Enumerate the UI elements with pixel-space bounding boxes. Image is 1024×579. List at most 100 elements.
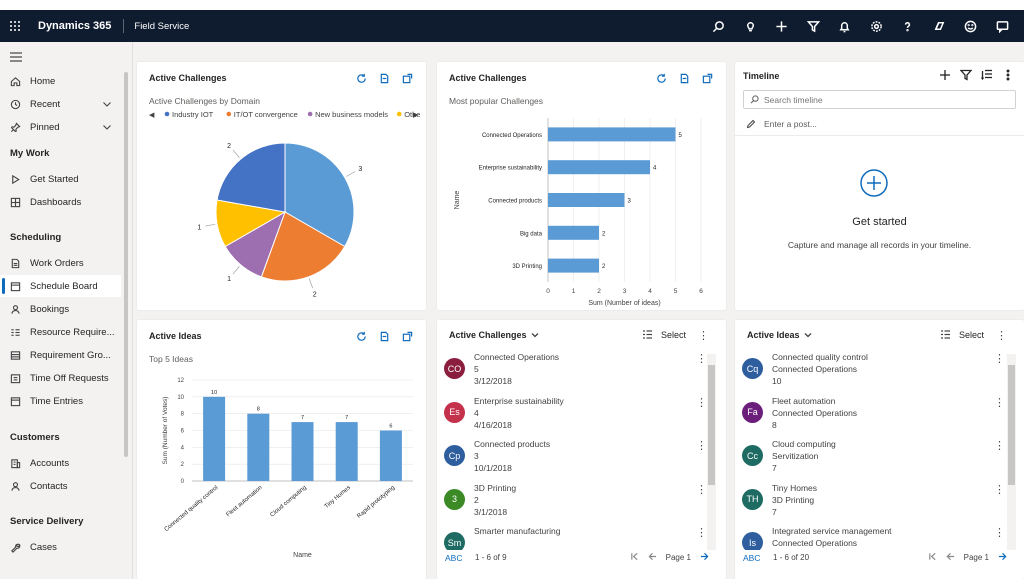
next-page-icon[interactable] [700, 552, 709, 563]
item-name[interactable]: Fleet automation [772, 395, 836, 406]
sidebar-item-contacts[interactable]: Contacts [0, 475, 121, 497]
legend-next-arrow[interactable]: ▶ [413, 112, 419, 119]
help-icon[interactable] [892, 10, 924, 42]
item-name[interactable]: Connected Operations [474, 352, 560, 362]
select-button[interactable]: Select [642, 329, 686, 340]
smiley-icon[interactable] [955, 10, 987, 42]
legend-item[interactable]: New business models [315, 110, 388, 119]
item-name[interactable]: Smarter manufacturing [474, 526, 561, 536]
item-name[interactable]: Enterprise sustainability [474, 395, 564, 406]
list-item[interactable]: Cq Connected quality control Connected Ope… [735, 350, 1005, 394]
list-view-selector[interactable]: Active Ideas [747, 330, 812, 340]
sidebar-item-dashboards[interactable]: Dashboards [0, 191, 121, 213]
bell-icon[interactable] [829, 10, 861, 42]
row-more-icon[interactable]: ⋮ [696, 353, 707, 365]
timeline-search-input[interactable] [764, 94, 984, 105]
list-scrollbar[interactable] [1007, 354, 1016, 550]
list-item[interactable]: Sm Smarter manufacturing ⋮ [437, 524, 707, 550]
bar[interactable] [335, 422, 358, 481]
refresh-icon[interactable] [355, 330, 368, 343]
filter-icon[interactable] [960, 69, 972, 81]
item-name[interactable]: Integrated service management [772, 526, 892, 536]
search-icon[interactable] [703, 10, 735, 42]
hamburger-icon[interactable] [9, 51, 23, 63]
chevron-down-icon[interactable] [102, 99, 112, 109]
sidebar-item-recent[interactable]: Recent [0, 93, 121, 115]
previous-page-icon[interactable] [946, 552, 955, 563]
item-name[interactable]: Tiny Homes [772, 482, 818, 493]
gear-icon[interactable] [861, 10, 893, 42]
more-icon[interactable] [1002, 69, 1014, 81]
bar[interactable] [548, 225, 599, 240]
legend-item[interactable]: Industry IOT [172, 110, 214, 119]
sidebar-item-bookings[interactable]: Bookings [0, 298, 121, 320]
expand-icon[interactable] [401, 330, 414, 343]
pie-slice[interactable] [260, 211, 346, 282]
list-item[interactable]: 3 3D Printing 2 3/1/2018 ⋮ [437, 481, 707, 525]
sidebar-item-time-entries[interactable]: Time Entries [0, 390, 121, 412]
legend-item[interactable]: Othe [404, 110, 420, 119]
first-page-icon[interactable] [630, 552, 639, 563]
next-page-icon[interactable] [998, 552, 1007, 563]
sidebar-item-cases[interactable]: Cases [0, 536, 121, 558]
row-more-icon[interactable]: ⋮ [994, 353, 1005, 365]
row-more-icon[interactable]: ⋮ [696, 483, 707, 496]
row-more-icon[interactable]: ⋮ [994, 440, 1005, 452]
bar[interactable] [247, 413, 270, 481]
bar[interactable] [548, 258, 599, 273]
timeline-search[interactable] [743, 90, 1016, 109]
sidebar-item-resource-requirements[interactable]: Resource Require... [0, 321, 121, 343]
filter-icon[interactable] [798, 10, 830, 42]
plus-icon[interactable] [939, 69, 951, 81]
sidebar-item-accounts[interactable]: Accounts [0, 452, 121, 474]
alphabet-filter[interactable]: ABC [445, 552, 463, 563]
sidebar-scrollbar[interactable] [124, 72, 128, 457]
pie-slice[interactable] [284, 142, 355, 248]
expand-icon[interactable] [701, 72, 714, 85]
view-records-icon[interactable] [378, 72, 391, 85]
bar[interactable] [548, 193, 625, 207]
sidebar-item-requirement-groups[interactable]: Requirement Gro... [0, 344, 121, 366]
sidebar-item-pinned[interactable]: Pinned [0, 116, 121, 138]
sidebar-item-schedule-board[interactable]: Schedule Board [0, 275, 121, 297]
chat-icon[interactable] [987, 10, 1019, 42]
sidebar-item-get-started[interactable]: Get Started [0, 168, 121, 190]
add-circle-icon[interactable] [859, 168, 889, 198]
app-name[interactable]: Dynamics 365 [38, 20, 112, 32]
sort-icon[interactable] [981, 69, 993, 81]
bar[interactable] [548, 127, 676, 142]
bar[interactable] [548, 160, 650, 175]
row-more-icon[interactable]: ⋮ [696, 440, 707, 452]
lightbulb-icon[interactable] [735, 10, 767, 42]
list-item[interactable]: CO Connected Operations 5 3/12/2018 ⋮ [437, 350, 707, 394]
row-more-icon[interactable]: ⋮ [696, 396, 707, 409]
legend-prev-arrow[interactable]: ◀ [149, 112, 155, 119]
item-name[interactable]: 3D Printing [474, 482, 517, 493]
sidebar-item-time-off-requests[interactable]: Time Off Requests [0, 367, 121, 389]
refresh-icon[interactable] [355, 72, 368, 85]
previous-page-icon[interactable] [648, 552, 657, 563]
list-item[interactable]: Es Enterprise sustainability 4 4/16/2018 ⋮ [437, 394, 707, 438]
list-item[interactable]: Cc Cloud computing Servitization 7 ⋮ [735, 437, 1005, 481]
plus-icon[interactable] [766, 10, 798, 42]
copilot-icon[interactable] [924, 10, 956, 42]
list-item[interactable]: Is Integrated service management Connected… [735, 524, 1005, 550]
first-page-icon[interactable] [928, 552, 937, 563]
item-name[interactable]: Cloud computing [772, 439, 836, 449]
list-item[interactable]: TH Tiny Homes 3D Printing 7 ⋮ [735, 481, 1005, 525]
legend-item[interactable]: IT/OT convergence [234, 110, 298, 119]
chevron-down-icon[interactable] [102, 122, 112, 132]
pie-slice[interactable] [216, 142, 286, 213]
refresh-icon[interactable] [655, 72, 668, 85]
list-view-selector[interactable]: Active Challenges [449, 330, 539, 340]
view-records-icon[interactable] [678, 72, 691, 85]
timeline-post-field[interactable]: Enter a post... [746, 119, 817, 129]
sidebar-item-home[interactable]: Home [0, 70, 121, 92]
item-name[interactable]: Connected products [474, 439, 551, 449]
alphabet-filter[interactable]: ABC [743, 552, 761, 563]
bar[interactable] [203, 396, 226, 481]
bar[interactable] [379, 430, 402, 482]
list-scrollbar[interactable] [707, 354, 716, 550]
row-more-icon[interactable]: ⋮ [994, 483, 1005, 496]
row-more-icon[interactable]: ⋮ [994, 527, 1005, 539]
